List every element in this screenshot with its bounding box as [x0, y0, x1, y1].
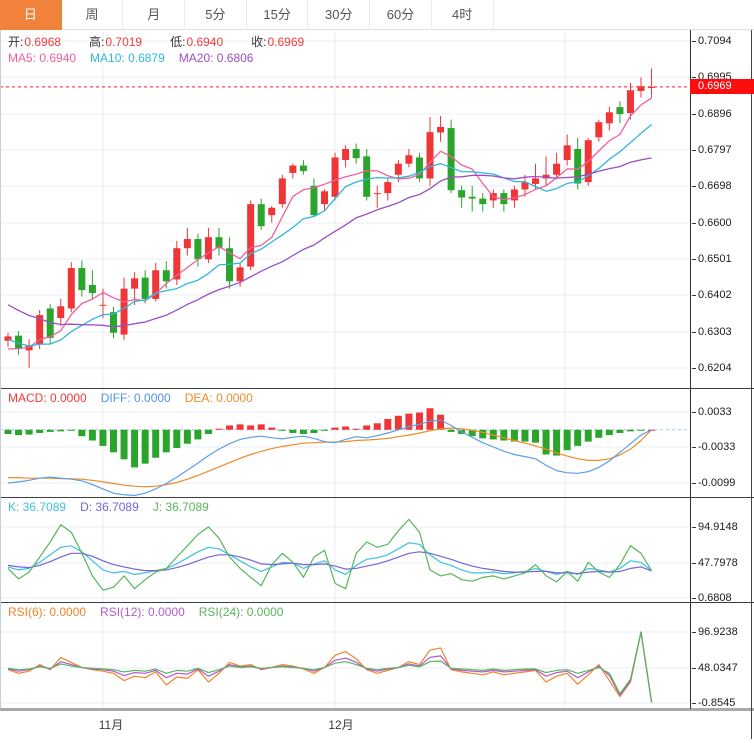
- panel-separator: [0, 602, 754, 603]
- price-axis-label: 0.6797: [692, 143, 732, 157]
- tab-15分[interactable]: 15分: [246, 0, 309, 30]
- chart-left-frame: [0, 30, 1, 709]
- price-axis-label: 0.6402: [692, 288, 732, 302]
- rsi-legend-item: RSI(24): 0.0000: [198, 605, 284, 619]
- kdj-axis-label: 94.9148: [692, 520, 738, 534]
- price-axis-label: 0.6698: [692, 179, 732, 193]
- price-axis-label: 0.6600: [692, 216, 732, 230]
- bottom-axis-line: [0, 708, 754, 711]
- kdj-legend-item: D: 36.7089: [80, 500, 139, 514]
- rsi-legend-item: RSI(6): 0.0000: [8, 605, 87, 619]
- macd-legend-item: MACD: 0.0000: [8, 391, 87, 405]
- price-axis-label: 0.6303: [692, 325, 732, 339]
- kdj-panel-canvas[interactable]: [0, 498, 690, 602]
- tab-周[interactable]: 周: [61, 0, 124, 30]
- macd-axis-label: 0.0033: [692, 405, 732, 419]
- kdj-axis-label: 0.6808: [692, 591, 732, 605]
- kdj-axis-label: 47.7978: [692, 556, 738, 570]
- rsi-axis-label: 48.0347: [692, 661, 738, 675]
- ma-legend-item: MA10: 0.6879: [90, 51, 165, 65]
- tab-30分[interactable]: 30分: [308, 0, 371, 30]
- rsi-panel-canvas[interactable]: [0, 603, 690, 708]
- kdj-legend-item: J: 36.7089: [152, 500, 209, 514]
- macd-legend-item: DEA: 0.0000: [184, 391, 253, 405]
- tab-60分[interactable]: 60分: [370, 0, 432, 30]
- ohlc-item: 高:0.7019: [89, 35, 143, 49]
- macd-axis-label: -0.0099: [692, 476, 735, 490]
- tab-bar-filler: [493, 0, 754, 30]
- ohlc-item: 开:0.6968: [8, 35, 62, 49]
- macd-axis-label: -0.0033: [692, 440, 735, 454]
- ohlc-legend: 开:0.6968 高:0.7019 低:0.6940 收:0.6969: [8, 33, 332, 50]
- ma-legend: MA5: 0.6940 MA10: 0.6879 MA20: 0.6806: [8, 51, 267, 65]
- ma-legend-item: MA5: 0.6940: [8, 51, 77, 65]
- current-price-tag: 0.6969: [690, 79, 754, 95]
- price-axis-label: 0.6896: [692, 107, 732, 121]
- price-axis-label: 0.7094: [692, 34, 732, 48]
- price-axis-label: 0.6501: [692, 252, 732, 266]
- macd-legend-item: DIFF: 0.0000: [100, 391, 171, 405]
- price-axis-label: 0.6204: [692, 361, 732, 375]
- tab-月[interactable]: 月: [123, 0, 186, 30]
- month-label: 12月: [328, 718, 354, 732]
- tab-5分[interactable]: 5分: [185, 0, 247, 30]
- rsi-axis-label: 96.9238: [692, 625, 738, 639]
- rsi-legend: RSI(6): 0.0000 RSI(12): 0.0000 RSI(24): 0.…: [8, 605, 297, 619]
- tab-4时[interactable]: 4时: [431, 0, 494, 30]
- price-axis-line: [690, 30, 691, 709]
- month-label: 11月: [98, 718, 124, 732]
- panel-separator: [0, 388, 754, 389]
- rsi-legend-item: RSI(12): 0.0000: [100, 605, 185, 619]
- ohlc-item: 低:0.6940: [170, 35, 224, 49]
- rsi-axis-label: -0.8545: [692, 696, 735, 710]
- chart-right-frame: [751, 30, 752, 739]
- tab-日[interactable]: 日: [0, 0, 62, 30]
- macd-legend: MACD: 0.0000 DIFF: 0.0000 DEA: 0.0000: [8, 391, 267, 405]
- main-candlestick-canvas[interactable]: [0, 30, 690, 388]
- panel-separator: [0, 497, 754, 498]
- ma-legend-item: MA20: 0.6806: [178, 51, 254, 65]
- macd-panel-canvas[interactable]: [0, 389, 690, 497]
- period-tab-bar: 日周月 5分 15分 30分 60分 4时: [0, 0, 754, 30]
- ohlc-item: 收:0.6969: [251, 35, 305, 49]
- kdj-legend: K: 36.7089 D: 36.7089 J: 36.7089: [8, 500, 223, 514]
- kdj-legend-item: K: 36.7089: [8, 500, 67, 514]
